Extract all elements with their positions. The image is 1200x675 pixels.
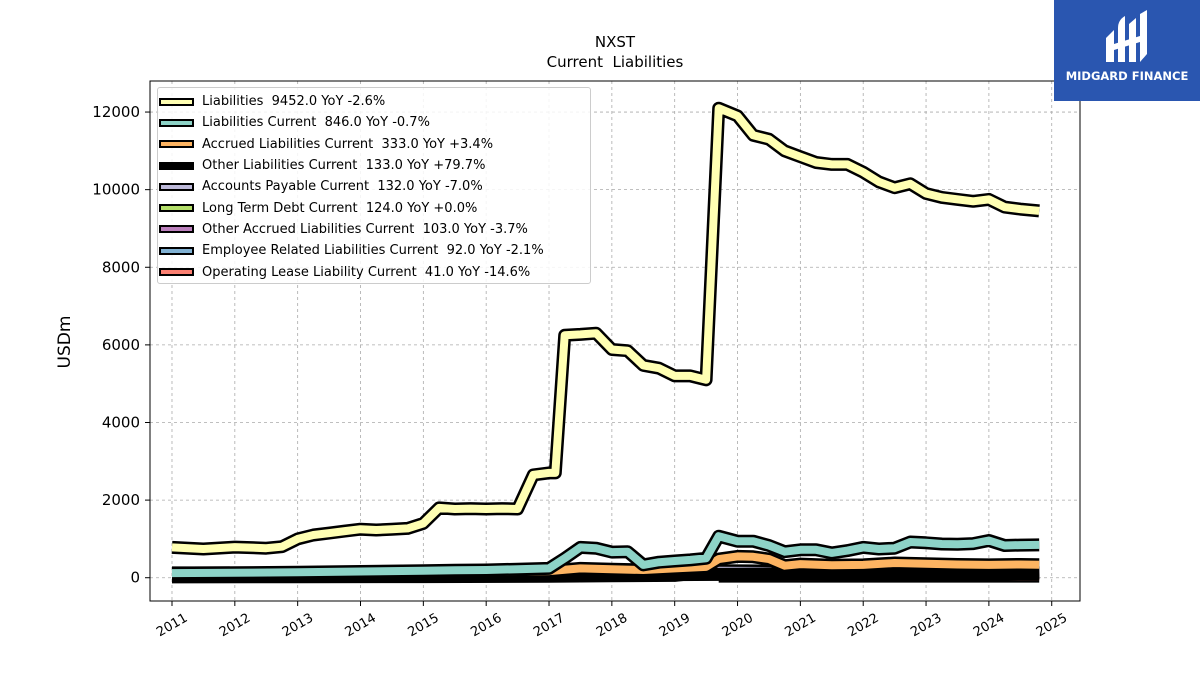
legend-swatch	[159, 182, 194, 191]
legend-swatch	[159, 161, 194, 170]
legend-label: Accounts Payable Current 132.0 YoY -7.0%	[202, 179, 483, 195]
y-tick-label: 8000	[102, 258, 140, 276]
legend-item: Employee Related Liabilities Current 92.…	[158, 240, 590, 261]
legend-label: Other Accrued Liabilities Current 103.0 …	[202, 221, 528, 237]
legend: Liabilities 9452.0 YoY -2.6% Liabilities …	[157, 87, 591, 284]
x-tick-label: 2017	[531, 611, 567, 641]
x-tick-label: 2020	[720, 611, 756, 641]
chart-subtitle: Current Liabilities	[547, 53, 684, 71]
legend-label: Employee Related Liabilities Current 92.…	[202, 243, 544, 259]
y-tick-label: 12000	[92, 103, 140, 121]
y-tick-label: 2000	[102, 491, 140, 509]
legend-item: Other Accrued Liabilities Current 103.0 …	[158, 219, 590, 240]
legend-item: Operating Lease Liability Current 41.0 Y…	[158, 261, 590, 282]
x-tick-label: 2016	[468, 611, 504, 641]
legend-swatch	[159, 225, 194, 234]
series-line	[171, 104, 1040, 553]
legend-item: Liabilities 9452.0 YoY -2.6%	[158, 91, 590, 112]
y-tick-label: 0	[130, 569, 140, 587]
x-tick-label: 2014	[343, 611, 379, 641]
series-layer	[171, 101, 1040, 584]
legend-item: Liabilities Current 846.0 YoY -0.7%	[158, 112, 590, 133]
legend-swatch	[159, 268, 194, 277]
x-tick-label: 2025	[1034, 611, 1070, 641]
series-0	[171, 101, 1040, 556]
legend-swatch	[159, 140, 194, 149]
legend-label: Accrued Liabilities Current 333.0 YoY +3…	[202, 136, 494, 152]
legend-swatch	[159, 97, 194, 106]
y-tick-label: 10000	[92, 181, 140, 199]
x-tick-label: 2022	[845, 611, 881, 641]
legend-swatch	[159, 246, 194, 255]
x-tick-label: 2021	[783, 611, 819, 641]
legend-label: Long Term Debt Current 124.0 YoY +0.0%	[202, 200, 478, 216]
legend-swatch	[159, 204, 194, 213]
y-axis-label: USDm	[55, 316, 75, 369]
y-tick-label: 6000	[102, 336, 140, 354]
legend-label: Other Liabilities Current 133.0 YoY +79.…	[202, 158, 486, 174]
legend-label: Liabilities 9452.0 YoY -2.6%	[202, 94, 386, 110]
x-tick-label: 2015	[406, 611, 442, 641]
series-1	[171, 529, 1040, 580]
legend-swatch	[159, 118, 194, 127]
legend-item: Accrued Liabilities Current 333.0 YoY +3…	[158, 134, 590, 155]
series-line	[171, 532, 1040, 578]
legend-item: Other Liabilities Current 133.0 YoY +79.…	[158, 155, 590, 176]
legend-label: Liabilities Current 846.0 YoY -0.7%	[202, 115, 430, 131]
x-tick-label: 2013	[280, 611, 316, 641]
legend-label: Operating Lease Liability Current 41.0 Y…	[202, 264, 531, 280]
brand-logo: MIDGARD FINANCE	[1054, 0, 1200, 101]
x-tick-label: 2011	[154, 611, 190, 641]
x-tick-label: 2024	[971, 611, 1007, 641]
x-tick-label: 2023	[908, 611, 944, 641]
midgard-finance-logo-icon	[1106, 10, 1147, 62]
x-tick-label: 2018	[594, 611, 630, 641]
logo-text: MIDGARD FINANCE	[1065, 69, 1189, 83]
x-tick-label: 2012	[217, 611, 253, 641]
chart-title: NXST	[595, 33, 636, 51]
legend-item: Accounts Payable Current 132.0 YoY -7.0%	[158, 176, 590, 197]
x-tick-label: 2019	[657, 611, 693, 641]
y-tick-label: 4000	[102, 413, 140, 431]
legend-item: Long Term Debt Current 124.0 YoY +0.0%	[158, 197, 590, 218]
plot-frame	[149, 80, 1081, 602]
